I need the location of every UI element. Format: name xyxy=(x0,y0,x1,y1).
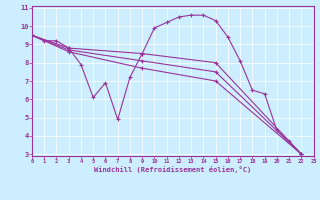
X-axis label: Windchill (Refroidissement éolien,°C): Windchill (Refroidissement éolien,°C) xyxy=(94,166,252,173)
